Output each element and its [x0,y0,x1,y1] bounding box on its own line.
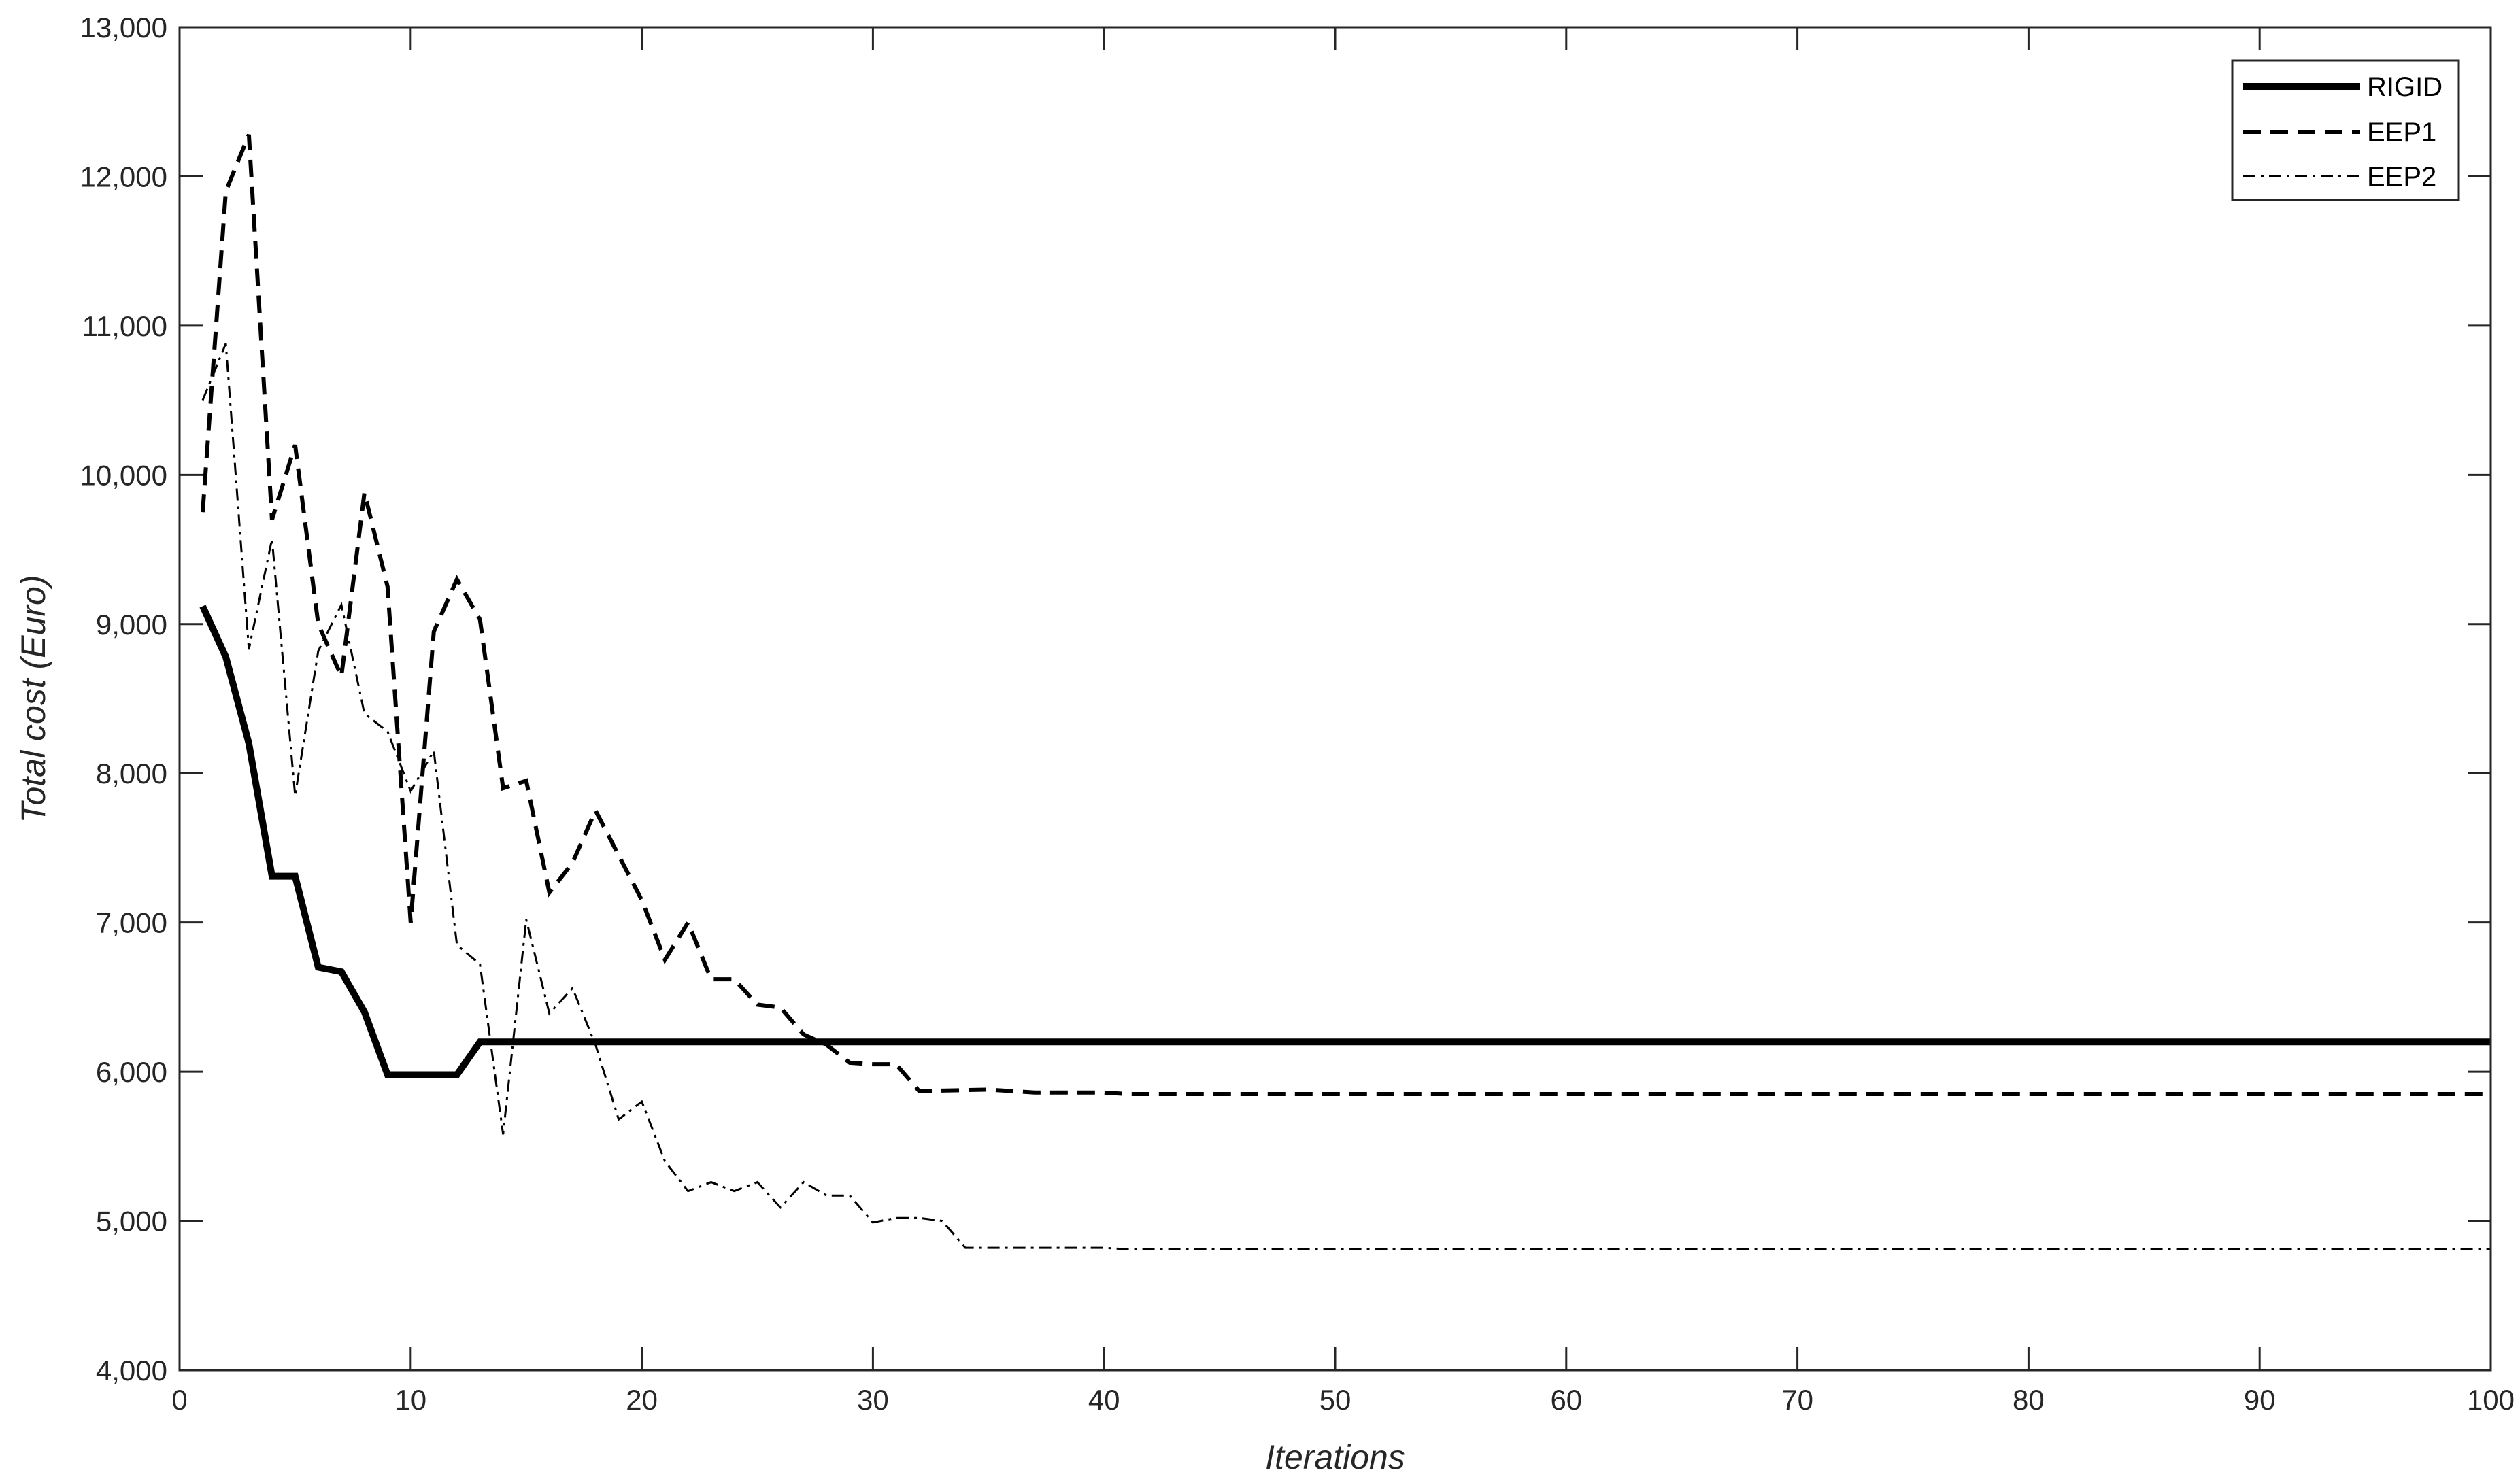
series-line-eep1 [201,133,2491,1096]
x-tick-label: 40 [1088,1384,1120,1416]
legend: RIGID EEP1 EEP2 [2231,59,2460,201]
x-tick-label: 60 [1550,1384,1582,1416]
ticks-layer: 0 10 20 30 40 50 60 70 80 90 100 4,000 5,000 6,000 7,0… [80,12,2515,1416]
x-tick-label: 70 [1781,1384,1813,1416]
y-tick-label: 8,000 [96,757,167,789]
y-tick-label: 7,000 [96,907,167,939]
y-tick-label: 9,000 [96,609,167,641]
x-tick-label: 0 [171,1384,187,1416]
x-tick-label: 80 [2013,1384,2045,1416]
legend-label-eep1: EEP1 [2367,118,2436,148]
y-tick-label: 5,000 [96,1206,167,1238]
x-axis-title: Iterations [1265,1438,1405,1476]
x-tick-label: 50 [1320,1384,1351,1416]
x-tick-label: 30 [857,1384,889,1416]
series-layer [199,133,2491,1250]
x-tick-label: 20 [626,1384,658,1416]
y-tick-label: 6,000 [96,1056,167,1088]
y-tick-label: 11,000 [82,310,167,342]
y-axis-title: Total cost (Euro) [14,575,52,823]
y-tick-label: 13,000 [80,12,167,44]
legend-label-rigid: RIGID [2367,72,2442,102]
y-tick-label: 12,000 [80,160,167,192]
y-tick-label: 4,000 [96,1355,167,1386]
y-tick-label: 10,000 [80,459,167,491]
series-line-rigid [199,605,2491,1078]
x-tick-label: 90 [2244,1384,2276,1416]
x-tick-label: 10 [394,1384,426,1416]
x-tick-label: 100 [2467,1384,2515,1416]
legend-label-eep2: EEP2 [2367,162,2436,192]
